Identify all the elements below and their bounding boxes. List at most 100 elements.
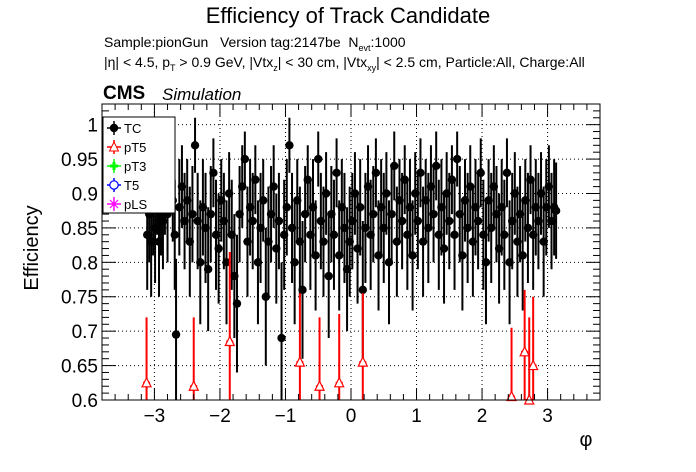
data-point [170,230,179,239]
data-point [188,379,200,391]
y-tick-label: 0.95 [61,150,98,171]
data-point [506,390,518,402]
data-point [476,168,485,178]
x-tick-label: 1 [411,406,422,427]
data-point [397,216,407,226]
data-point [290,258,299,267]
legend-item-pT3: pT3 [107,159,146,174]
legend-label: pT3 [124,159,146,174]
legend-item-pLS: pLS [107,197,147,212]
data-point [445,216,454,226]
data-point [324,271,333,281]
sample-info: Sample:pionGun Version tag:2147be Nevt:1… [104,34,406,53]
legend-marker [108,140,120,152]
data-point [416,168,425,178]
data-point [282,203,291,212]
data-point [321,189,331,198]
data-point [188,209,197,219]
legend: TC pT5 pT3 T5 pLS [102,116,176,214]
data-point [429,209,438,219]
legend-marker [109,123,119,133]
legend-item-T5: T5 [107,178,139,193]
data-point [314,154,323,164]
data-point [523,223,533,233]
legend-item-TC: TC [107,121,141,136]
legend-label: pT5 [124,140,146,155]
data-point [333,376,345,388]
data-point [519,345,531,357]
data-point [481,258,491,267]
data-point [258,196,268,205]
data-point [371,168,381,178]
data-point [196,258,205,267]
axis-ticks: −3 −2 −1 0 1 2 3 0.6 0.65 0.7 0.75 0.8 0.85 0.9 0.95 1 [61,103,601,427]
data-point [298,285,307,295]
data-point [285,141,294,150]
data-point [190,141,200,150]
data-point [141,376,153,388]
x-axis-label: φ [580,429,593,451]
data-point [214,244,223,253]
data-point [314,379,326,391]
data-point [527,359,539,371]
data-point [277,333,286,343]
data-point [355,203,365,212]
data-point [518,251,527,260]
chart-title: Efficiency of Track Candidate [205,3,491,28]
x-tick-label: 2 [477,406,488,427]
data-point [502,168,512,178]
data-point [413,216,423,226]
y-tick-label: 1 [87,116,98,137]
x-tick-label: −2 [209,406,231,427]
legend-label: pLS [124,197,147,212]
series-pT5 [141,252,539,405]
y-tick-label: 0.7 [72,322,98,343]
legend-marker [109,180,119,190]
simulation-label: Simulation [162,85,242,104]
data-point [224,335,236,347]
data-point [248,216,257,226]
data-point [294,355,306,367]
data-point [206,209,215,219]
legend-marker [110,162,118,170]
legend-label: TC [124,121,141,136]
data-point [450,230,459,239]
data-point [319,237,328,246]
legend-marker [109,199,119,209]
series-TC [143,117,561,400]
data-point [203,265,213,274]
data-point [439,244,449,253]
cms-label: CMS [103,83,146,104]
y-tick-label: 0.65 [61,357,98,378]
data-point [222,258,231,267]
data-point [209,168,218,178]
y-tick-label: 0.9 [72,184,98,205]
data-point [408,251,417,260]
data-points [141,117,561,405]
y-tick-label: 0.75 [61,288,98,309]
data-point [171,330,181,339]
selection-cuts: |η| < 4.5, pT > 0.9 GeV, |Vtxz| < 30 cm,… [104,54,585,73]
data-point [311,251,320,260]
data-point [232,299,242,308]
y-tick-label: 0.85 [61,219,98,240]
y-tick-label: 0.8 [72,253,98,274]
data-point [329,230,339,239]
data-point [274,216,284,226]
legend-item-pT5: pT5 [107,140,146,155]
data-point [387,209,396,219]
data-point [390,161,399,171]
x-tick-label: −1 [275,406,297,427]
x-tick-label: 0 [346,406,357,427]
data-point [251,175,260,184]
data-point [431,161,441,171]
data-point [332,168,341,178]
data-point [551,206,561,215]
data-point [369,209,378,219]
x-tick-label: −3 [144,406,166,427]
data-point [473,216,483,226]
legend-label: T5 [124,178,139,193]
data-point [358,285,367,295]
